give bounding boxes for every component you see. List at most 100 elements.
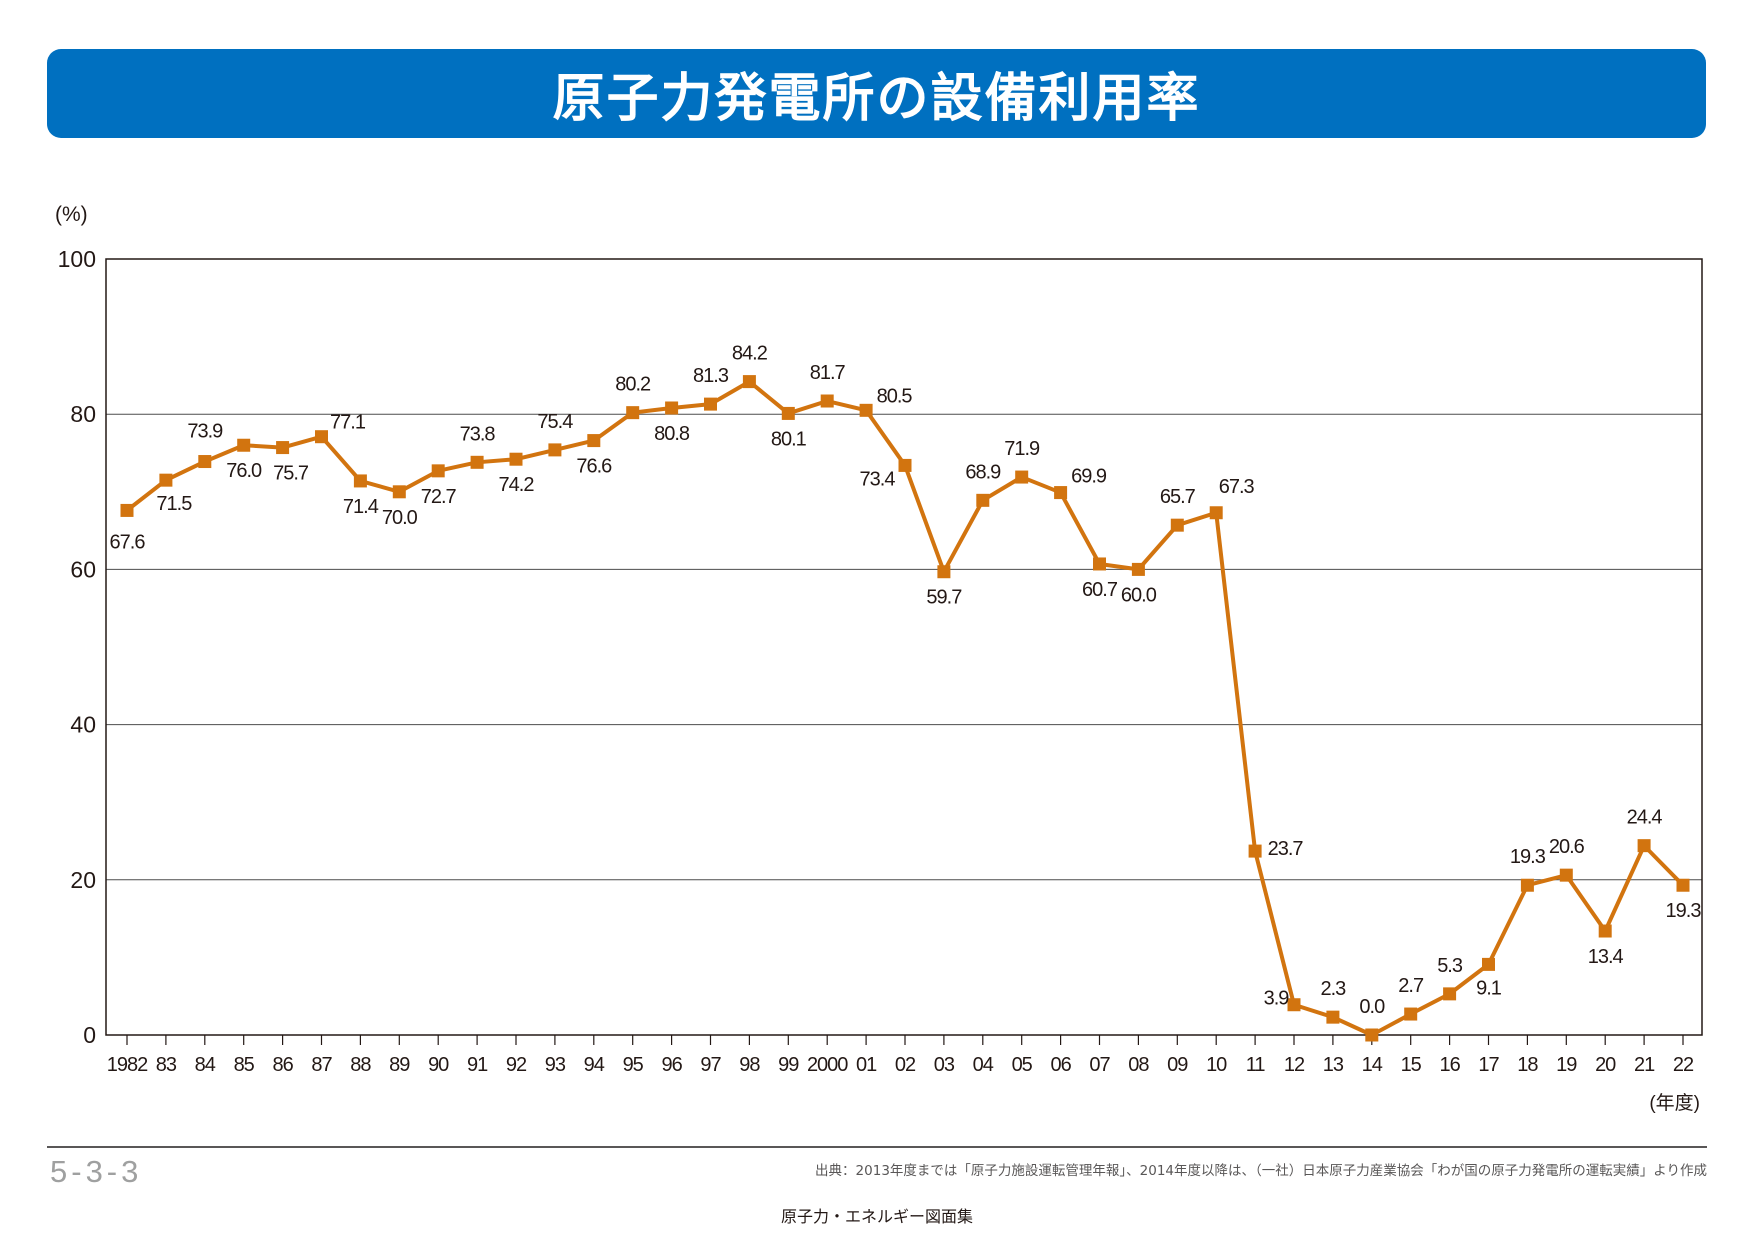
data-point xyxy=(276,441,290,455)
y-tick-label: 60 xyxy=(70,556,96,582)
figure-number: 5-3-3 xyxy=(50,1154,143,1189)
x-tick-label: 16 xyxy=(1439,1054,1460,1076)
data-point xyxy=(781,406,795,420)
data-label: 60.7 xyxy=(1082,579,1118,601)
chart-title: 原子力発電所の設備利用率 xyxy=(552,69,1201,129)
data-point xyxy=(1248,844,1262,858)
data-label: 67.3 xyxy=(1219,476,1255,498)
data-point xyxy=(859,403,873,417)
data-point xyxy=(237,438,251,452)
data-label: 73.9 xyxy=(187,421,223,443)
data-point xyxy=(159,473,173,487)
data-point xyxy=(548,443,562,457)
publication-name: 原子力・エネルギー図面集 xyxy=(780,1207,973,1226)
data-point xyxy=(120,503,134,517)
data-label: 65.7 xyxy=(1160,486,1196,508)
x-tick-label: 83 xyxy=(156,1054,177,1076)
data-label: 80.2 xyxy=(615,374,651,396)
data-label: 20.6 xyxy=(1549,836,1585,858)
data-label: 81.3 xyxy=(693,365,729,387)
data-label: 72.7 xyxy=(421,486,457,508)
x-tick-label: 21 xyxy=(1634,1054,1655,1076)
data-point xyxy=(976,493,990,507)
x-tick-label: 03 xyxy=(934,1054,955,1076)
data-label: 69.9 xyxy=(1071,466,1107,488)
data-point xyxy=(353,474,367,488)
data-label: 77.1 xyxy=(330,412,366,434)
data-point xyxy=(1326,1010,1340,1024)
data-label: 2.3 xyxy=(1320,978,1346,1000)
data-label: 24.4 xyxy=(1627,807,1663,829)
data-point xyxy=(1482,957,1495,971)
data-point xyxy=(820,394,834,408)
x-tick-label: 04 xyxy=(973,1054,994,1076)
data-label: 5.3 xyxy=(1437,955,1463,977)
x-tick-label: 86 xyxy=(272,1054,293,1076)
x-axis-label: (年度) xyxy=(1649,1092,1700,1114)
data-label: 9.1 xyxy=(1476,977,1502,999)
data-point xyxy=(1054,486,1068,500)
x-tick-label: 12 xyxy=(1284,1054,1305,1076)
x-tick-label: 94 xyxy=(584,1054,605,1076)
x-tick-label: 89 xyxy=(389,1054,410,1076)
data-label: 68.9 xyxy=(965,461,1001,483)
data-point xyxy=(1559,868,1573,882)
x-tick-label: 22 xyxy=(1673,1054,1694,1076)
x-tick-label: 96 xyxy=(661,1054,682,1076)
data-label: 13.4 xyxy=(1588,946,1624,968)
data-point xyxy=(665,401,679,415)
x-tick-label: 2000 xyxy=(807,1054,848,1076)
x-tick-label: 15 xyxy=(1401,1054,1422,1076)
data-point xyxy=(315,430,328,444)
x-tick-label: 08 xyxy=(1128,1054,1149,1076)
data-label: 60.0 xyxy=(1121,584,1157,606)
x-tick-label: 85 xyxy=(234,1054,255,1076)
data-label: 2.7 xyxy=(1398,975,1424,997)
data-point xyxy=(198,455,212,469)
data-point xyxy=(742,375,756,389)
plot-frame xyxy=(105,258,1703,1036)
x-tick-label: 92 xyxy=(506,1054,527,1076)
data-point xyxy=(1520,878,1534,892)
x-tick-label: 17 xyxy=(1478,1054,1499,1076)
data-point xyxy=(1170,518,1184,532)
data-point xyxy=(937,565,951,579)
data-label: 80.1 xyxy=(771,428,807,450)
x-tick-label: 05 xyxy=(1012,1054,1033,1076)
x-tick-label: 90 xyxy=(428,1054,449,1076)
x-tick-label: 09 xyxy=(1167,1054,1188,1076)
data-point xyxy=(704,397,717,411)
data-point xyxy=(470,455,484,469)
data-label: 75.7 xyxy=(273,463,309,485)
x-tick-label: 19 xyxy=(1556,1054,1577,1076)
x-tick-label: 06 xyxy=(1050,1054,1071,1076)
data-label: 23.7 xyxy=(1268,838,1304,860)
data-label: 73.8 xyxy=(460,423,496,445)
y-tick-label: 20 xyxy=(70,867,96,893)
data-label: 71.9 xyxy=(1004,438,1040,460)
data-point xyxy=(509,452,523,466)
data-point xyxy=(1404,1007,1418,1021)
data-point xyxy=(1365,1028,1379,1042)
data-point xyxy=(1093,557,1106,571)
data-point xyxy=(1598,924,1612,938)
data-point xyxy=(898,458,912,472)
x-tick-label: 99 xyxy=(778,1054,799,1076)
x-tick-label: 88 xyxy=(350,1054,371,1076)
y-tick-label: 100 xyxy=(58,246,96,272)
x-tick-label: 07 xyxy=(1089,1054,1110,1076)
x-tick-label: 10 xyxy=(1206,1054,1227,1076)
data-label: 74.2 xyxy=(499,474,535,496)
x-tick-label: 11 xyxy=(1246,1054,1266,1076)
data-point xyxy=(1015,470,1029,484)
x-tick-label: 91 xyxy=(467,1054,488,1076)
title-bar: 原子力発電所の設備利用率 xyxy=(47,49,1706,138)
data-point xyxy=(587,434,601,448)
x-tick-label: 1982 xyxy=(107,1054,148,1076)
x-tick-label: 14 xyxy=(1362,1054,1383,1076)
y-tick-label: 0 xyxy=(83,1022,96,1048)
data-label: 80.5 xyxy=(877,385,913,407)
x-tick-label: 97 xyxy=(700,1054,721,1076)
x-tick-label: 18 xyxy=(1517,1054,1538,1076)
data-label: 19.3 xyxy=(1666,900,1702,922)
